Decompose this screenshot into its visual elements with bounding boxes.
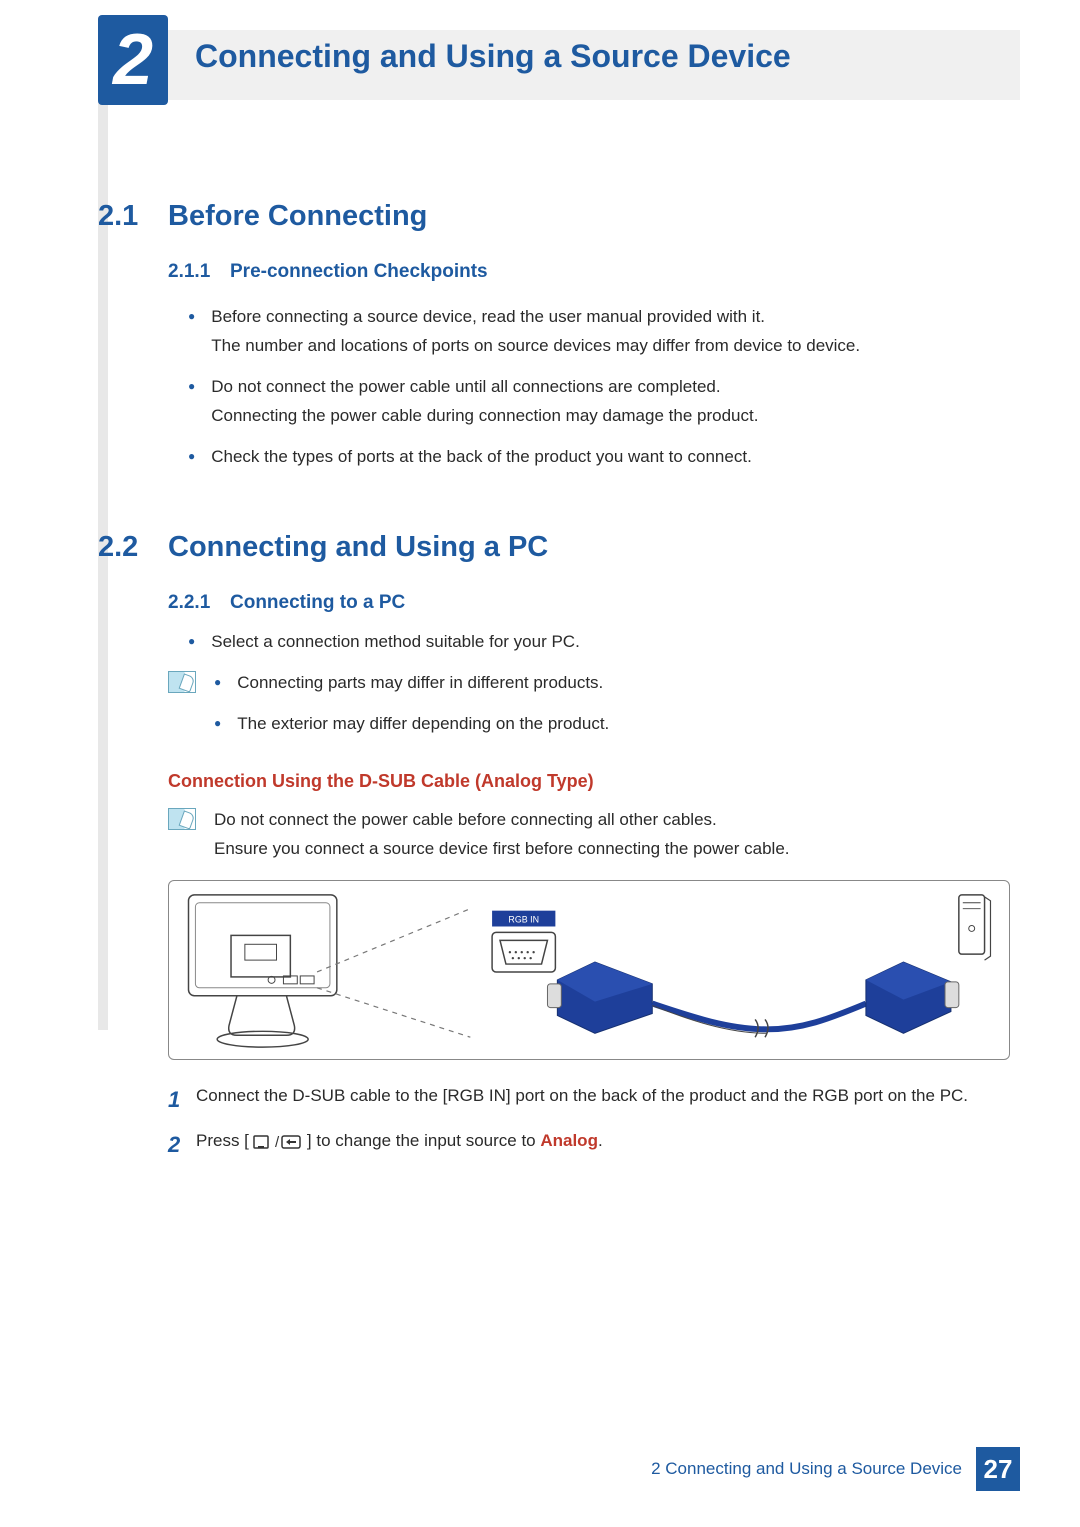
subsection-2-1-1-heading: 2.1.1 Pre-connection Checkpoints — [168, 261, 1020, 283]
note-icon-slot — [168, 669, 214, 693]
dsub-note-block: Do not connect the power cable before co… — [168, 806, 1020, 864]
section-title: Connecting and Using a PC — [168, 531, 548, 564]
note-text: Do not connect the power cable before co… — [214, 806, 790, 864]
bullet-text: Before connecting a source device, read … — [211, 303, 860, 361]
chapter-number: 2 — [113, 19, 153, 101]
step2-pre: Press [ — [196, 1131, 249, 1150]
chapter-title: Connecting and Using a Source Device — [195, 38, 791, 75]
step2-post: . — [598, 1131, 603, 1150]
step2-mid: ] to change the input source to — [307, 1131, 540, 1150]
list-item: ● Select a connection method suitable fo… — [188, 628, 1020, 657]
section-number: 2.1 — [98, 200, 168, 233]
subsection-number: 2.2.1 — [168, 592, 230, 614]
connection-diagram: RGB IN — [168, 880, 1010, 1060]
svg-text:RGB IN: RGB IN — [508, 914, 539, 924]
bullet-icon: ● — [188, 443, 195, 472]
monitor-port-icon — [492, 932, 555, 972]
diagram-svg: RGB IN — [169, 881, 1009, 1059]
note-block: ● Connecting parts may differ in differe… — [168, 669, 1020, 751]
section-title: Before Connecting — [168, 200, 427, 233]
bullet-text: Select a connection method suitable for … — [211, 628, 580, 657]
bullet-icon: ● — [188, 303, 195, 361]
bullet-icon: ● — [214, 710, 221, 739]
list-item: ● The exterior may differ depending on t… — [214, 710, 1020, 739]
list-item: ● Check the types of ports at the back o… — [188, 443, 1020, 472]
analog-keyword: Analog — [540, 1131, 598, 1150]
section-2-2-heading: 2.2 Connecting and Using a PC — [98, 531, 1020, 564]
chapter-number-badge: 2 — [98, 15, 168, 105]
step-text: Connect the D-SUB cable to the [RGB IN] … — [196, 1082, 1020, 1117]
step-2: 2 Press [ / ] to change the input source t… — [168, 1127, 1020, 1162]
step-number: 2 — [168, 1127, 196, 1162]
page-content: 2.1 Before Connecting 2.1.1 Pre-connecti… — [98, 170, 1020, 1172]
pc-tower-icon — [959, 895, 991, 960]
steps-list: 1 Connect the D-SUB cable to the [RGB IN… — [168, 1082, 1020, 1162]
list-item: ● Connecting parts may differ in differe… — [214, 669, 1020, 698]
bullet-icon: ● — [214, 669, 221, 698]
bullet-text: The exterior may differ depending on the… — [237, 710, 609, 739]
checkpoint-bullets: ● Before connecting a source device, rea… — [188, 303, 1020, 471]
subsection-title: Pre-connection Checkpoints — [230, 261, 488, 283]
subsection-2-2-1-heading: 2.2.1 Connecting to a PC — [168, 592, 1020, 614]
vga-connector-right-icon — [866, 962, 959, 1033]
section-number: 2.2 — [98, 531, 168, 564]
vga-connector-left-icon — [547, 962, 652, 1033]
bullet-icon: ● — [188, 628, 195, 657]
note-icon — [168, 671, 196, 693]
page-number: 27 — [984, 1454, 1013, 1485]
note-icon — [168, 808, 196, 830]
bullet-text: Connecting parts may differ in different… — [237, 669, 603, 698]
intro-bullet: ● Select a connection method suitable fo… — [188, 628, 1020, 657]
step-text: Press [/] to change the input source to … — [196, 1127, 1020, 1162]
step-1: 1 Connect the D-SUB cable to the [RGB IN… — [168, 1082, 1020, 1117]
section-2-1-heading: 2.1 Before Connecting — [98, 200, 1020, 233]
bullet-text: Do not connect the power cable until all… — [211, 373, 758, 431]
zoom-line-icon — [317, 909, 470, 972]
bullet-text: Check the types of ports at the back of … — [211, 443, 752, 472]
list-item: ● Before connecting a source device, rea… — [188, 303, 1020, 361]
subsection-title: Connecting to a PC — [230, 592, 405, 614]
source-button-icon: / — [253, 1133, 303, 1151]
dsub-heading: Connection Using the D-SUB Cable (Analog… — [168, 771, 1020, 792]
bullet-icon: ● — [188, 373, 195, 431]
step-number: 1 — [168, 1082, 196, 1117]
note-icon-slot — [168, 806, 214, 830]
zoom-line-icon — [317, 988, 470, 1037]
rgb-in-label: RGB IN — [492, 911, 555, 927]
svg-text:/: / — [275, 1134, 280, 1151]
footer-chapter-text: 2 Connecting and Using a Source Device — [651, 1459, 962, 1479]
subsection-number: 2.1.1 — [168, 261, 230, 283]
page-footer: 2 Connecting and Using a Source Device 2… — [651, 1447, 1020, 1491]
monitor-rear-icon — [189, 895, 337, 1047]
note-bullets: ● Connecting parts may differ in differe… — [214, 669, 1020, 751]
list-item: ● Do not connect the power cable until a… — [188, 373, 1020, 431]
cable-icon — [652, 1004, 866, 1030]
page-number-badge: 27 — [976, 1447, 1020, 1491]
